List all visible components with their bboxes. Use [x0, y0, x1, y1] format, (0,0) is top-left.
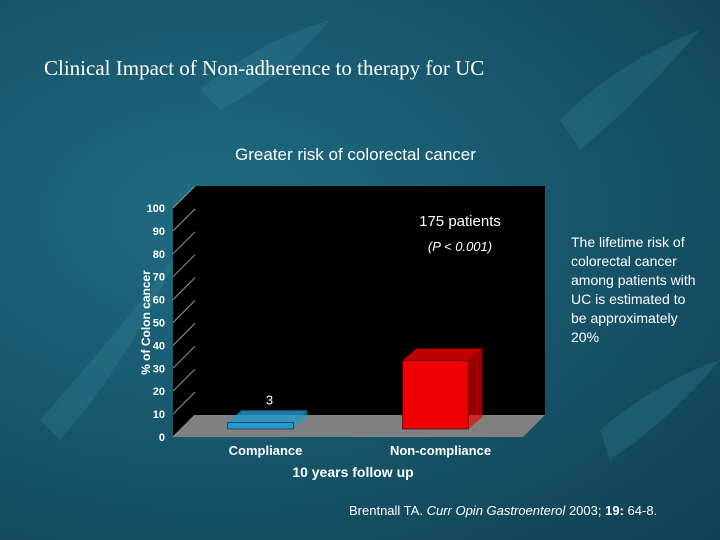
- y-tick-label: 100: [147, 203, 165, 215]
- citation-year: 2003;: [568, 503, 602, 518]
- y-tick-label: 50: [153, 318, 165, 330]
- bar-side: [468, 348, 483, 429]
- y-tick-line: [172, 277, 196, 300]
- y-tick-label: 80: [153, 249, 165, 261]
- bar-top: [227, 410, 308, 423]
- y-tick-line: [172, 345, 196, 369]
- bar: [227, 422, 294, 430]
- y-tick-label: 20: [153, 386, 165, 398]
- citation-volume: 19:: [605, 503, 624, 518]
- citation: Brentnall TA. Curr Opin Gastroenterol 20…: [349, 503, 657, 518]
- y-tick-label: 10: [153, 409, 165, 421]
- y-tick-line: [172, 414, 196, 438]
- side-note: The lifetime risk of colorectal cancer a…: [571, 234, 696, 345]
- x-axis-title: 10 years follow up: [292, 464, 413, 480]
- y-tick-line: [172, 300, 196, 323]
- x-tick-label: Compliance: [229, 443, 303, 458]
- bar-side: [293, 410, 308, 429]
- bar-chart: 0 10 20 30 40 50 60 70 80 90 100 % of Colon cancer 3…: [139, 185, 545, 480]
- y-tick-label: 40: [153, 340, 165, 352]
- data-label: 31: [439, 332, 453, 347]
- citation-authors: Brentnall TA.: [349, 503, 423, 518]
- annotation-p-value: (P < 0.001): [428, 239, 492, 254]
- plot-area: [195, 186, 545, 415]
- y-tick-line: [172, 231, 196, 255]
- y-tick-line: [172, 185, 196, 209]
- data-label: 3: [266, 392, 273, 407]
- y-tick-line: [172, 368, 196, 392]
- y-axis-title: % of Colon cancer: [139, 270, 153, 375]
- y-tick-label: 0: [159, 432, 165, 444]
- y-tick-label: 90: [153, 226, 165, 238]
- y-tick-line: [172, 391, 196, 415]
- citation-pages: 64-8.: [627, 503, 658, 518]
- y-tick-label: 70: [153, 272, 165, 284]
- y-tick-label: 30: [153, 363, 165, 375]
- chart-title: Greater risk of colorectal cancer: [235, 145, 476, 164]
- bar: [402, 360, 469, 430]
- y-tick-line: [172, 208, 196, 232]
- y-tick-line: [172, 323, 196, 346]
- x-tick-label: Non-compliance: [390, 443, 491, 458]
- y-tick-label: 60: [153, 295, 165, 307]
- slide-title: Clinical Impact of Non-adherence to ther…: [44, 56, 485, 80]
- y-tick-line: [172, 254, 196, 278]
- annotation-patients: 175 patients: [419, 213, 501, 230]
- citation-journal: Curr Opin Gastroenterol: [426, 503, 566, 518]
- bar-top: [402, 348, 483, 361]
